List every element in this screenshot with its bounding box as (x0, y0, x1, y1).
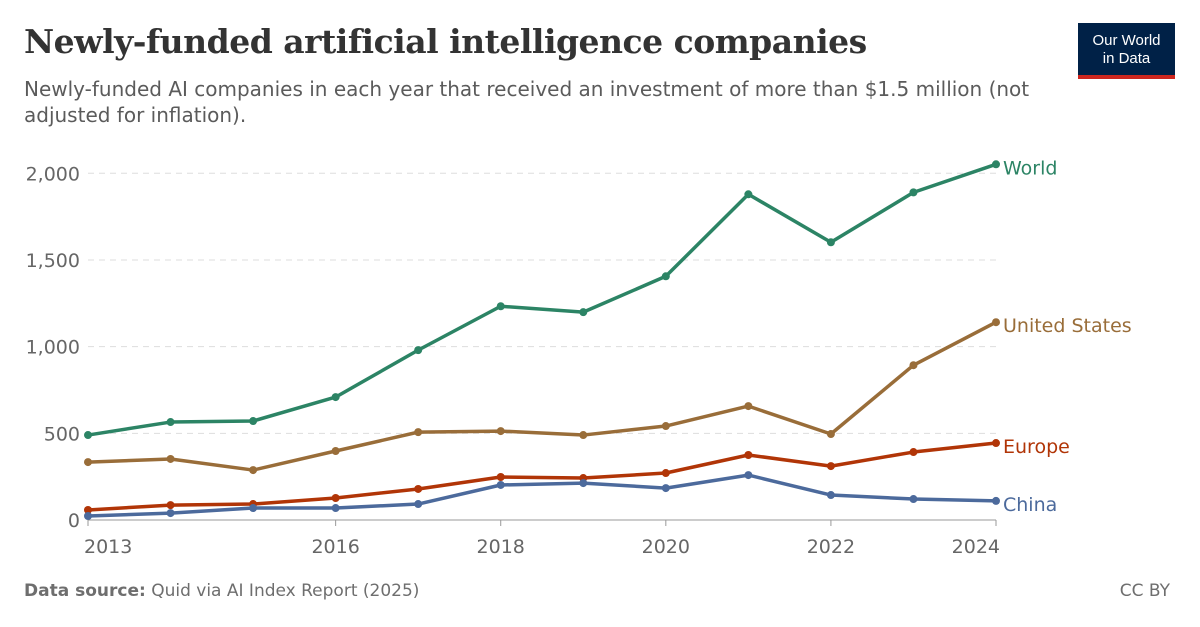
data-point-europe[interactable] (661, 469, 670, 478)
data-point-china[interactable] (826, 491, 835, 500)
data-point-europe[interactable] (496, 473, 505, 482)
data-point-world[interactable] (496, 302, 505, 311)
series-label-europe[interactable]: Europe (1003, 436, 1070, 458)
data-point-united-states[interactable] (579, 431, 588, 440)
data-point-united-states[interactable] (84, 458, 92, 467)
logo-line-1: Our World (1092, 32, 1161, 49)
data-point-china[interactable] (331, 504, 340, 513)
data-point-world[interactable] (579, 308, 588, 317)
data-point-europe[interactable] (909, 448, 918, 457)
data-point-world[interactable] (826, 238, 835, 247)
data-point-europe[interactable] (414, 484, 423, 493)
series-line-china[interactable] (87, 473, 997, 518)
data-source: Data source: Quid via AI Index Report (2… (24, 581, 419, 601)
data-point-china[interactable] (84, 512, 92, 521)
y-tick-label: 1,500 (26, 250, 80, 272)
chart-title: Newly-funded artificial intelligence com… (24, 22, 867, 61)
y-tick-label: 0 (68, 510, 80, 532)
data-point-china[interactable] (414, 500, 423, 509)
data-point-europe[interactable] (166, 501, 175, 510)
data-point-world[interactable] (661, 272, 670, 281)
license-link[interactable]: CC BY (1119, 581, 1170, 601)
data-point-world[interactable] (909, 188, 918, 197)
data-point-europe[interactable] (992, 439, 1000, 448)
data-point-china[interactable] (166, 509, 175, 518)
x-tick-label: 2020 (642, 536, 690, 558)
series-label-china[interactable]: China (1003, 494, 1057, 516)
owid-logo[interactable]: Our World in Data (1078, 23, 1175, 79)
data-point-united-states[interactable] (661, 422, 670, 431)
data-point-united-states[interactable] (826, 430, 835, 439)
data-point-china[interactable] (661, 484, 670, 493)
data-point-china[interactable] (992, 496, 1000, 505)
data-point-europe[interactable] (84, 505, 92, 514)
series-label-united-states[interactable]: United States (1003, 315, 1132, 337)
y-tick-label: 2,000 (26, 163, 80, 185)
series-line-world[interactable] (87, 162, 997, 437)
logo-line-2: in Data (1102, 50, 1151, 67)
data-point-china[interactable] (496, 480, 505, 489)
data-point-world[interactable] (744, 190, 753, 199)
data-point-united-states[interactable] (909, 361, 918, 370)
data-point-united-states[interactable] (166, 454, 175, 463)
data-source-label: Data source: (24, 581, 146, 601)
chart-subtitle: Newly-funded AI companies in each year t… (24, 77, 1030, 127)
x-tick-label: 2013 (84, 536, 132, 558)
data-point-united-states[interactable] (992, 318, 1000, 327)
data-source-text[interactable]: Quid via AI Index Report (2025) (151, 581, 420, 601)
data-point-united-states[interactable] (249, 466, 258, 475)
x-tick-label: 2018 (477, 536, 525, 558)
data-point-europe[interactable] (826, 462, 835, 471)
data-point-world[interactable] (84, 431, 92, 440)
data-point-united-states[interactable] (331, 447, 340, 456)
series-line-europe[interactable] (87, 441, 997, 512)
data-point-world[interactable] (166, 418, 175, 427)
data-point-europe[interactable] (331, 493, 340, 502)
data-point-china[interactable] (579, 479, 588, 488)
x-tick-label: 2024 (952, 536, 1000, 558)
data-point-world[interactable] (992, 160, 1000, 169)
data-point-europe[interactable] (744, 450, 753, 459)
y-tick-label: 1,000 (26, 337, 80, 359)
x-tick-label: 2022 (807, 536, 855, 558)
data-point-china[interactable] (909, 495, 918, 504)
data-point-united-states[interactable] (744, 402, 753, 411)
data-point-united-states[interactable] (496, 427, 505, 436)
data-point-united-states[interactable] (414, 428, 423, 437)
data-point-world[interactable] (414, 346, 423, 355)
data-point-china[interactable] (744, 471, 753, 480)
data-point-world[interactable] (331, 393, 340, 402)
y-tick-label: 500 (44, 423, 80, 445)
data-point-world[interactable] (249, 417, 258, 426)
data-point-china[interactable] (249, 504, 258, 513)
x-tick-label: 2016 (311, 536, 359, 558)
series-label-world[interactable]: World (1003, 157, 1057, 179)
series-line-united-states[interactable] (87, 320, 997, 472)
